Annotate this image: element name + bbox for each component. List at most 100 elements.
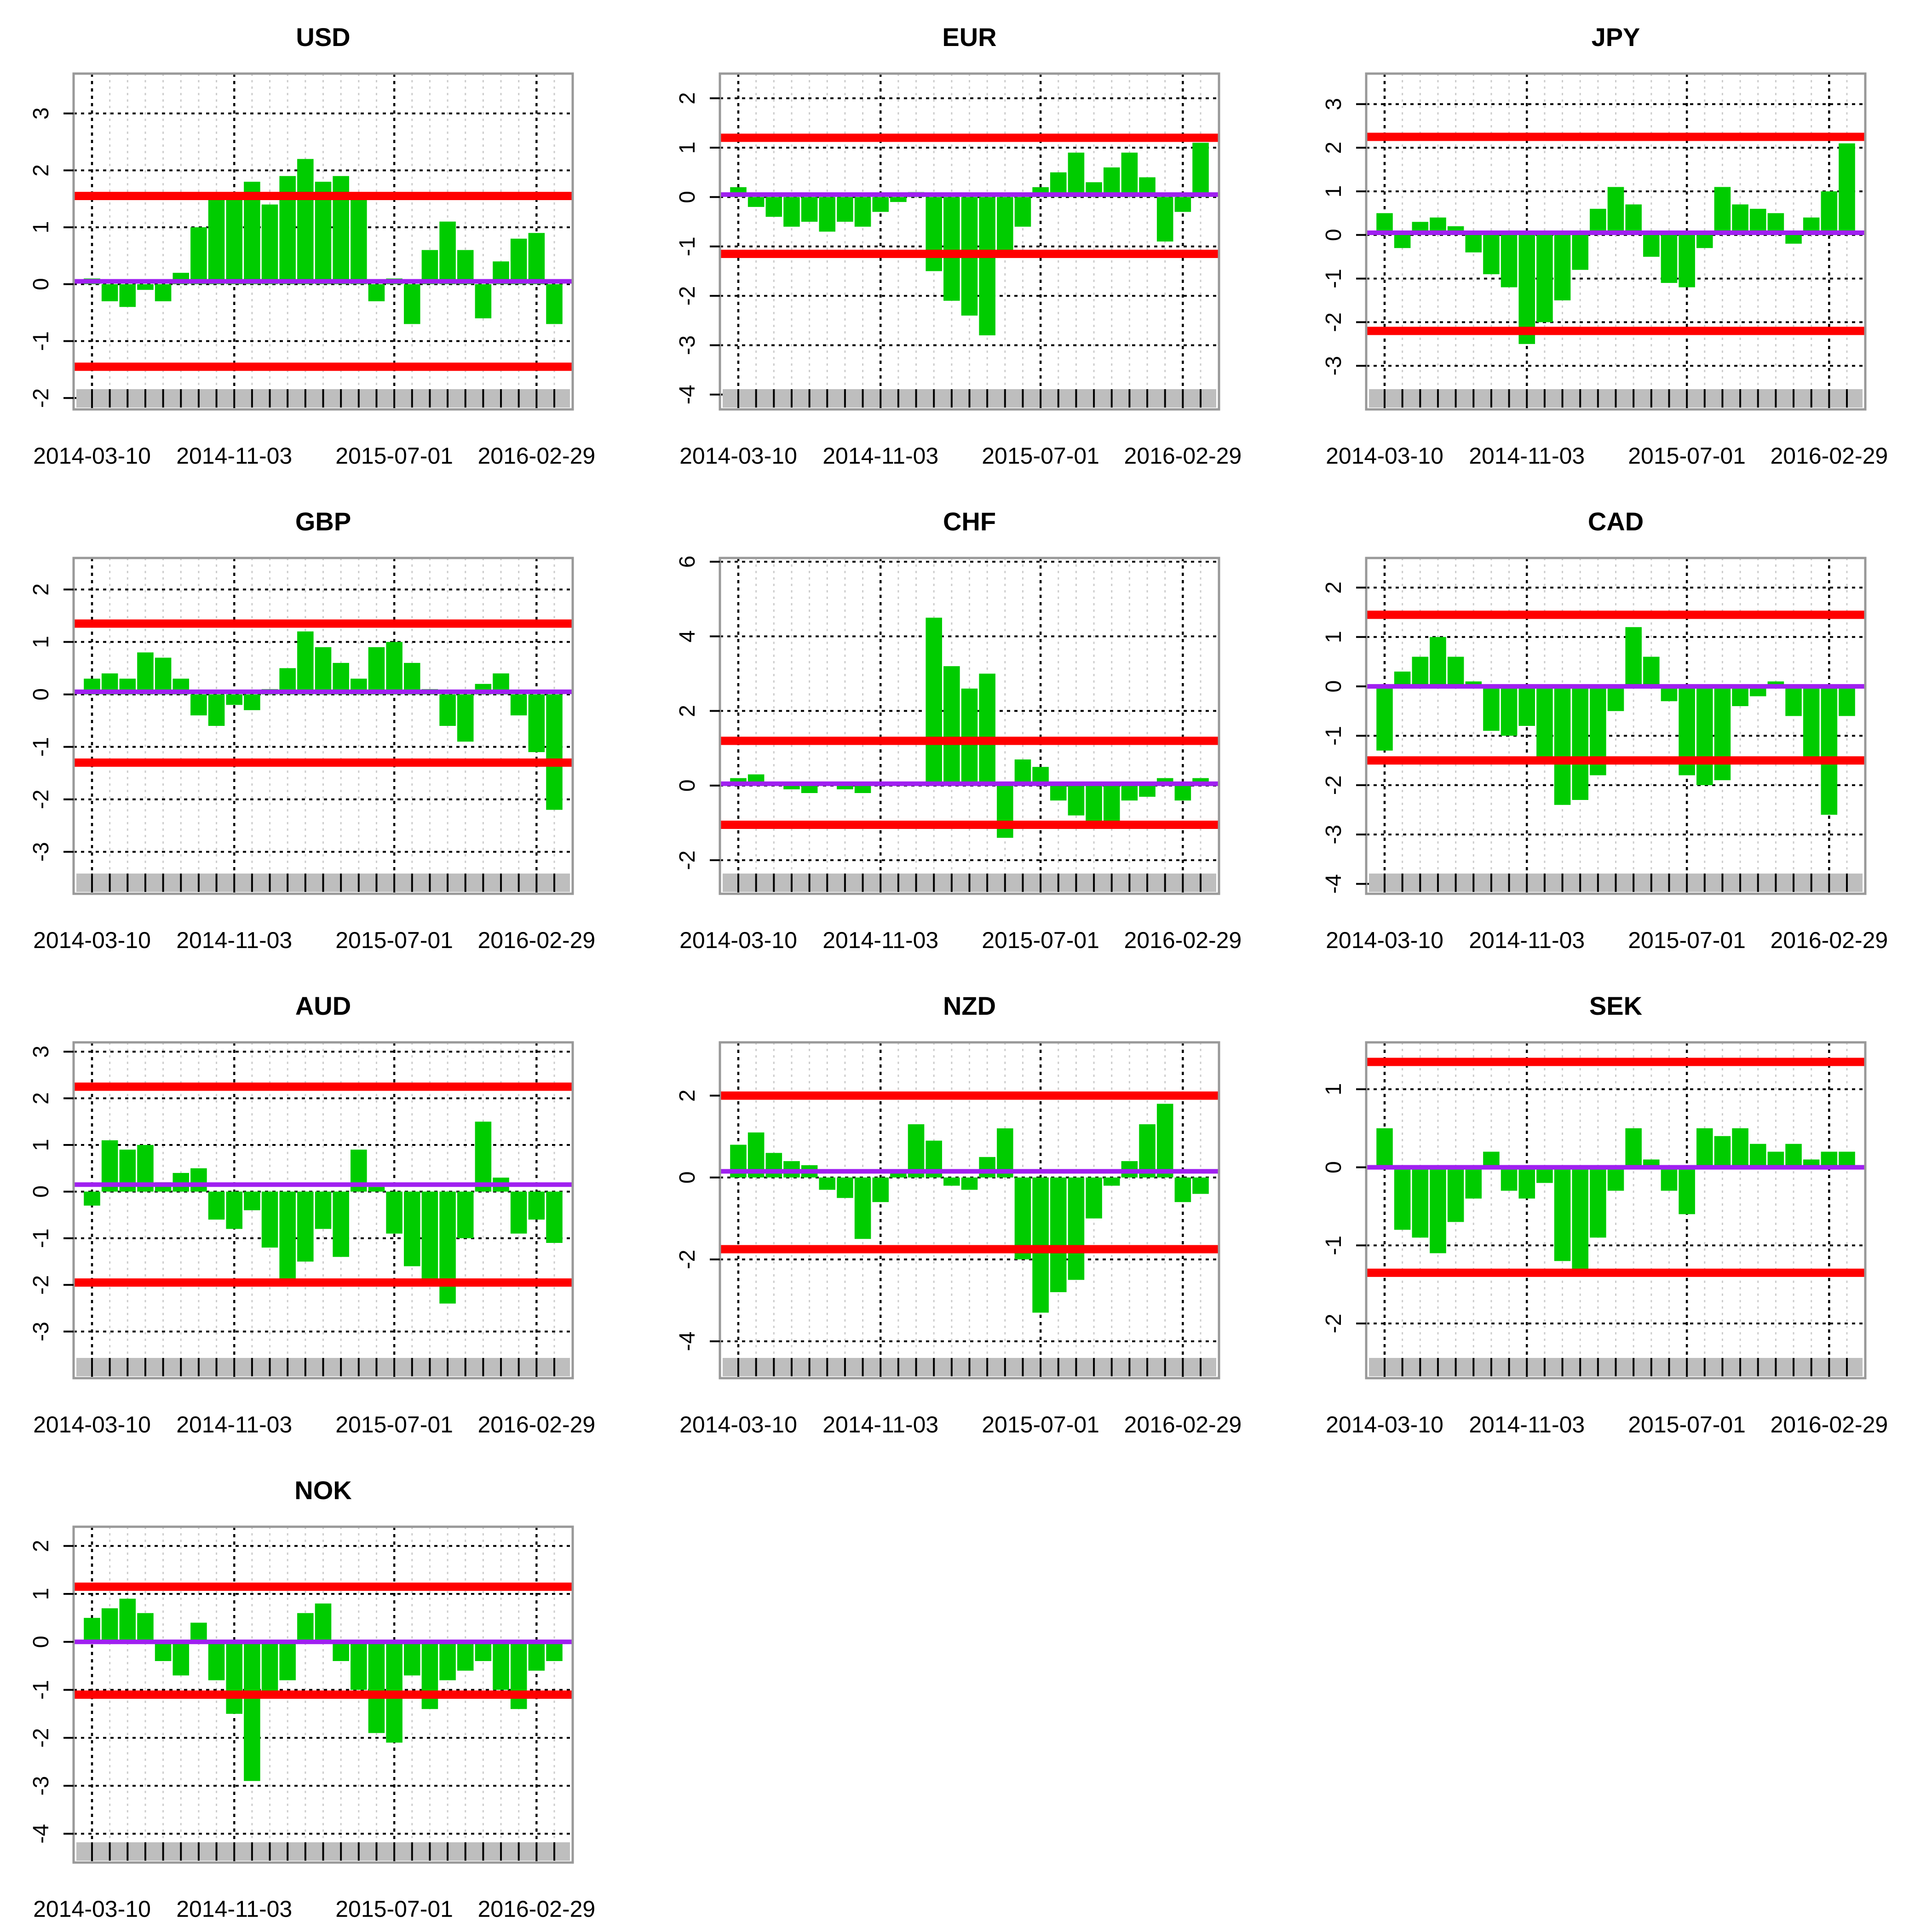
y-tick-label: -2 [29, 1275, 53, 1295]
bar [1518, 235, 1535, 344]
bar [854, 785, 871, 793]
bar [1394, 235, 1411, 248]
bar [403, 284, 420, 324]
bar [1050, 785, 1067, 801]
y-tick-label: -2 [29, 789, 53, 809]
y-tick-label: -2 [1322, 1314, 1346, 1334]
bar [403, 1642, 420, 1676]
y-tick-label: 0 [675, 1171, 700, 1184]
bar [765, 1153, 782, 1178]
x-tick-label: 2014-11-03 [822, 927, 938, 953]
bar [872, 1177, 889, 1202]
bar [1572, 686, 1588, 800]
bar [1447, 1167, 1464, 1222]
x-tick-label: 2015-07-01 [1628, 927, 1746, 953]
bar [279, 1642, 296, 1680]
bar [1732, 1128, 1748, 1167]
bar [333, 1642, 349, 1661]
bar [1661, 235, 1678, 283]
bar [1483, 235, 1500, 275]
x-tick-label: 2014-03-10 [33, 443, 151, 469]
bar [1785, 235, 1802, 244]
bar [1501, 686, 1518, 736]
bar [386, 1191, 402, 1234]
bar [439, 1191, 456, 1304]
x-tick-label: 2015-07-01 [335, 927, 453, 953]
bar [1839, 1151, 1855, 1167]
x-tick-label: 2014-03-10 [1326, 1412, 1443, 1438]
bar [457, 1642, 474, 1671]
bar [1839, 686, 1855, 716]
bar [1086, 1177, 1102, 1219]
y-tick-label: -1 [29, 1228, 53, 1248]
bar [1607, 1167, 1624, 1191]
bar [1483, 1151, 1500, 1167]
bar [1785, 1144, 1802, 1167]
bar [1174, 197, 1191, 212]
chart-title: NZD [943, 991, 996, 1020]
bar [84, 1191, 100, 1206]
bar [1139, 1124, 1156, 1178]
bar [439, 221, 456, 284]
bar [926, 617, 942, 786]
bar [510, 694, 527, 716]
panel-sek: SEK -2 -1 0 1 2014-03-10 2014-11-03 2015-07-01 2… [1322, 991, 1888, 1438]
bar [546, 284, 563, 324]
bar [244, 1191, 260, 1210]
bar [1625, 1128, 1642, 1167]
bar [261, 1642, 278, 1695]
bar [1714, 1136, 1731, 1167]
bar [421, 1191, 438, 1285]
y-tick-label: -3 [1322, 825, 1346, 845]
chart-title: NOK [294, 1476, 351, 1505]
bar [854, 197, 871, 227]
bar [1767, 1151, 1784, 1167]
bar [1696, 686, 1713, 785]
bar [208, 199, 225, 284]
x-tick-label: 2016-02-29 [1770, 443, 1888, 469]
bar [1412, 656, 1429, 687]
bar [1679, 1167, 1695, 1214]
x-tick-label: 2016-02-29 [477, 927, 595, 953]
bar [1607, 686, 1624, 711]
y-tick-label: 3 [1322, 98, 1346, 110]
bar [1394, 1167, 1411, 1230]
bar [1554, 235, 1571, 300]
y-tick-label: -2 [675, 286, 700, 306]
y-tick-label: 1 [29, 221, 53, 234]
bar [979, 673, 995, 786]
bar [1376, 686, 1393, 751]
y-tick-label: 1 [1322, 631, 1346, 643]
y-tick-label: -1 [1322, 726, 1346, 746]
bar [1465, 1167, 1482, 1199]
bar [190, 227, 207, 284]
bar [1696, 1128, 1713, 1167]
plot-frame [719, 557, 1220, 895]
bar [1156, 1104, 1173, 1178]
bar [1086, 785, 1102, 827]
bar [333, 1191, 349, 1257]
y-tick-label: 2 [675, 705, 700, 717]
bar [1430, 1167, 1446, 1254]
bar [1174, 1177, 1191, 1202]
bar [226, 694, 243, 705]
bar [1696, 235, 1713, 248]
bar [528, 1642, 545, 1671]
y-tick-label: 0 [1322, 1161, 1346, 1173]
bar [297, 631, 314, 695]
y-tick-label: 0 [675, 191, 700, 203]
plot-frame [1365, 557, 1867, 895]
x-tick-label: 2016-02-29 [477, 1896, 595, 1922]
bar [1103, 167, 1120, 197]
bar [244, 1642, 260, 1781]
y-tick-label: 2 [29, 1092, 53, 1104]
chart-title: EUR [942, 23, 996, 52]
x-tick-label: 2015-07-01 [1628, 1412, 1746, 1438]
x-tick-label: 2014-03-10 [1326, 443, 1443, 469]
bar [1714, 686, 1731, 781]
bar [1803, 686, 1820, 761]
y-tick-label: -4 [675, 1332, 700, 1351]
y-tick-label: 2 [29, 583, 53, 596]
bar [908, 1124, 925, 1178]
bar [943, 1177, 960, 1186]
